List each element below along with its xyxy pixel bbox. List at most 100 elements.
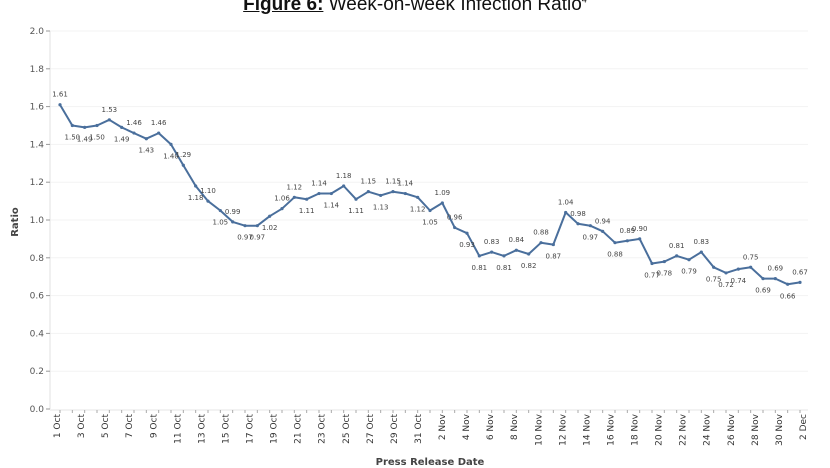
x-tick-label: 17 Oct bbox=[246, 414, 256, 444]
x-tick-label: 11 Oct bbox=[173, 414, 183, 444]
data-point bbox=[354, 197, 358, 201]
data-label: 0.88 bbox=[607, 251, 623, 259]
data-point bbox=[601, 229, 605, 233]
x-axis-title: Press Release Date bbox=[376, 457, 485, 468]
data-point bbox=[539, 241, 543, 245]
x-tick-label: 14 Nov bbox=[582, 413, 592, 446]
data-point bbox=[268, 214, 272, 218]
y-tick-label: 1.4 bbox=[30, 140, 45, 150]
data-point bbox=[514, 248, 518, 252]
data-point bbox=[588, 224, 592, 228]
data-label: 1.61 bbox=[52, 91, 68, 99]
data-label: 0.96 bbox=[447, 214, 463, 222]
data-point bbox=[292, 195, 296, 199]
data-point bbox=[490, 250, 494, 254]
data-point bbox=[144, 137, 148, 141]
data-label: 1.10 bbox=[200, 187, 216, 195]
data-point bbox=[366, 190, 370, 194]
data-point bbox=[169, 142, 173, 146]
y-tick-label: 1.0 bbox=[30, 216, 45, 226]
data-point bbox=[255, 224, 259, 228]
data-label: 1.11 bbox=[348, 207, 364, 215]
x-tick-label: 9 Oct bbox=[149, 414, 159, 439]
title-text: Week-on-week Infection Ratio bbox=[328, 0, 582, 15]
data-label: 1.12 bbox=[287, 183, 303, 191]
x-tick-label: 24 Nov bbox=[703, 413, 713, 446]
data-label: 0.83 bbox=[484, 238, 500, 246]
data-point bbox=[391, 190, 395, 194]
data-point bbox=[379, 193, 383, 198]
data-point bbox=[453, 225, 457, 230]
series-line-group bbox=[58, 103, 802, 286]
data-label: 0.93 bbox=[459, 241, 475, 249]
x-tick-label: 6 Nov bbox=[486, 413, 496, 440]
data-point bbox=[440, 201, 444, 205]
data-point bbox=[70, 123, 74, 128]
x-tick-label: 2 Nov bbox=[438, 413, 448, 440]
data-point bbox=[157, 131, 161, 135]
x-tick-label: 26 Nov bbox=[727, 413, 737, 446]
data-label: 1.29 bbox=[176, 151, 192, 159]
data-point bbox=[712, 265, 716, 269]
data-point bbox=[502, 254, 506, 258]
data-point bbox=[132, 131, 136, 135]
y-axis-title: Ratio bbox=[10, 207, 21, 237]
x-tick-label: 2 Dec bbox=[799, 414, 809, 440]
data-label: 1.53 bbox=[102, 106, 118, 114]
data-point bbox=[120, 125, 124, 129]
data-labels: 1.611.501.491.501.531.491.461.431.461.40… bbox=[52, 91, 808, 301]
data-label: 1.43 bbox=[139, 147, 155, 155]
data-label: 0.83 bbox=[694, 238, 710, 246]
data-label: 1.50 bbox=[89, 134, 105, 142]
data-label: 0.97 bbox=[250, 234, 266, 242]
data-point bbox=[564, 210, 568, 215]
data-point bbox=[699, 250, 703, 254]
data-label: 1.50 bbox=[65, 134, 81, 142]
data-label: 1.04 bbox=[558, 198, 574, 206]
data-label: 0.88 bbox=[533, 229, 549, 237]
data-label: 1.46 bbox=[151, 119, 167, 127]
data-label: 0.66 bbox=[780, 292, 796, 300]
data-label: 1.15 bbox=[385, 178, 401, 186]
y-tick-label: 2.0 bbox=[30, 27, 45, 37]
data-label: 1.02 bbox=[262, 224, 278, 232]
data-label: 1.05 bbox=[422, 219, 438, 227]
x-tick-label: 27 Oct bbox=[366, 414, 376, 444]
y-tick-label: 0.6 bbox=[30, 292, 45, 302]
x-tick-label: 21 Oct bbox=[294, 414, 304, 444]
x-tick-label: 22 Nov bbox=[679, 413, 689, 446]
data-label: 1.49 bbox=[77, 135, 93, 143]
data-point bbox=[206, 199, 210, 203]
data-label: 1.40 bbox=[163, 152, 179, 160]
data-point bbox=[465, 231, 469, 235]
data-label: 0.81 bbox=[496, 264, 512, 272]
figure-number: Figure 6: bbox=[243, 0, 324, 15]
data-point bbox=[786, 282, 790, 286]
data-point bbox=[724, 271, 728, 275]
x-tick-label: 12 Nov bbox=[558, 413, 568, 446]
data-point bbox=[625, 239, 629, 243]
data-point bbox=[798, 280, 802, 284]
data-label: 0.87 bbox=[546, 253, 562, 261]
x-tick-label: 7 Oct bbox=[125, 414, 135, 439]
x-tick-label: 23 Oct bbox=[318, 414, 328, 444]
x-tick-label: 28 Nov bbox=[751, 413, 761, 446]
x-tick-label: 5 Oct bbox=[101, 414, 111, 439]
y-tick-label: 0.0 bbox=[30, 405, 45, 415]
x-tick-label: 18 Nov bbox=[631, 413, 641, 446]
data-point bbox=[305, 197, 309, 201]
data-label: 1.18 bbox=[188, 194, 204, 202]
data-point bbox=[416, 195, 420, 199]
y-tick-label: 0.4 bbox=[30, 329, 45, 339]
gridlines bbox=[50, 30, 808, 372]
y-tick-label: 1.8 bbox=[30, 65, 45, 75]
data-label: 0.75 bbox=[706, 275, 722, 283]
x-tick-label: 29 Oct bbox=[390, 414, 400, 444]
data-label: 0.67 bbox=[792, 268, 808, 276]
data-point bbox=[428, 208, 432, 213]
data-label: 0.89 bbox=[620, 227, 636, 235]
data-label: 0.99 bbox=[225, 208, 241, 216]
data-label: 0.69 bbox=[768, 265, 784, 273]
data-point bbox=[638, 237, 642, 241]
data-point bbox=[342, 184, 346, 188]
